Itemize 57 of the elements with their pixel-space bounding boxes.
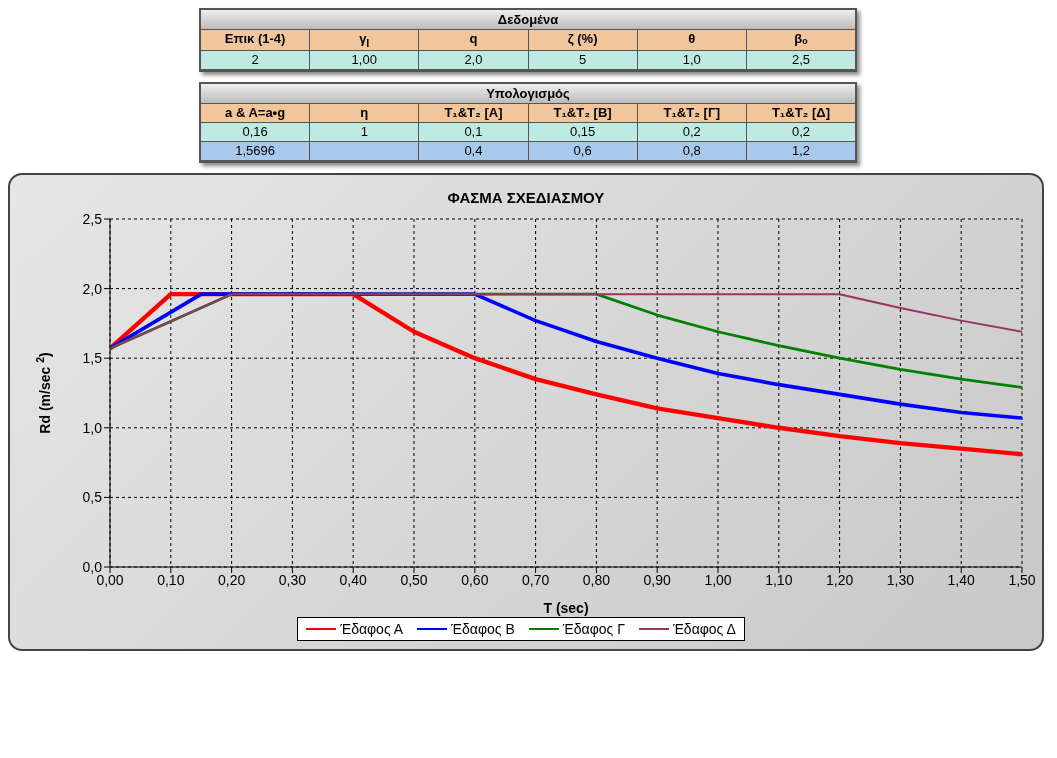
text: γ$_{I}$ [310,30,420,51]
text: 5 [528,50,638,70]
text: θ [637,30,747,51]
text: 2 [201,50,311,70]
chart-title: ΦΑΣΜΑ ΣΧΕΔΙΑΣΜΟΥ [446,187,606,208]
text: a & A=a•g [201,103,311,123]
text: 0,2 [746,122,856,142]
x-tick-label: 0,60 [461,571,489,588]
x-tick-label: 0,20 [217,571,246,588]
legend-label: Έδαφος Δ [672,620,736,637]
x-tick-label: 1,00 [704,571,732,588]
text: q [419,30,529,51]
text: 1,00 [310,50,420,70]
legend-label: Έδαφος Β [451,620,515,637]
text: Δεδομένα [201,10,855,30]
text: T₁&T₂ [Γ] [637,103,747,123]
text: 0,6 [528,141,638,161]
text: 1,0 [637,50,747,70]
text: 0,16 [201,122,311,142]
text: 2,5 [746,50,856,70]
x-tick-label: 1,10 [765,571,793,588]
text: T₁&T₂ [Α] [419,103,529,123]
text: T₁&T₂ [Β] [528,103,638,123]
text: 0,2 [637,122,747,142]
legend-label: Έδαφος Γ [562,620,625,637]
text: 1 [310,122,420,142]
x-tick-label: 0,10 [157,571,185,588]
x-tick-label: 0,50 [400,571,428,588]
x-tick-label: 1,40 [947,571,976,588]
x-tick-label: 0,80 [582,571,611,588]
text: 1,5696 [201,141,311,161]
text: 0,8 [637,141,747,161]
text: 0,4 [419,141,529,161]
x-tick-label: 1,50 [1008,571,1036,588]
x-tick-label: 1,30 [886,571,915,588]
text: 2,0 [419,50,529,70]
x-tick-label: 0,90 [643,571,672,588]
x-tick-label: 1,20 [825,571,854,588]
y-tick-label: 1,0 [82,419,103,436]
text: 1,2 [746,141,856,161]
x-tick-label: 0,70 [521,571,550,588]
x-tick-label: 0,30 [278,571,307,588]
text: T₁&T₂ [Δ] [746,103,856,123]
text: βₒ [746,30,856,51]
x-axis-title: T (sec) [543,599,589,616]
legend-label: Έδαφος Α [340,620,404,637]
y-tick-label: 1,5 [82,349,103,366]
x-tick-label: 0,40 [339,571,368,588]
text: 0,15 [528,122,638,142]
text: η [310,103,420,123]
text: Υπολογισμός [201,83,855,104]
y-tick-label: 0,5 [82,488,103,505]
text: Επικ (1-4) [201,30,311,51]
y-tick-label: 2,0 [82,280,103,297]
text: 0,1 [419,122,529,142]
y-tick-label: 2,5 [82,210,103,227]
text: ζ (%) [528,30,638,51]
